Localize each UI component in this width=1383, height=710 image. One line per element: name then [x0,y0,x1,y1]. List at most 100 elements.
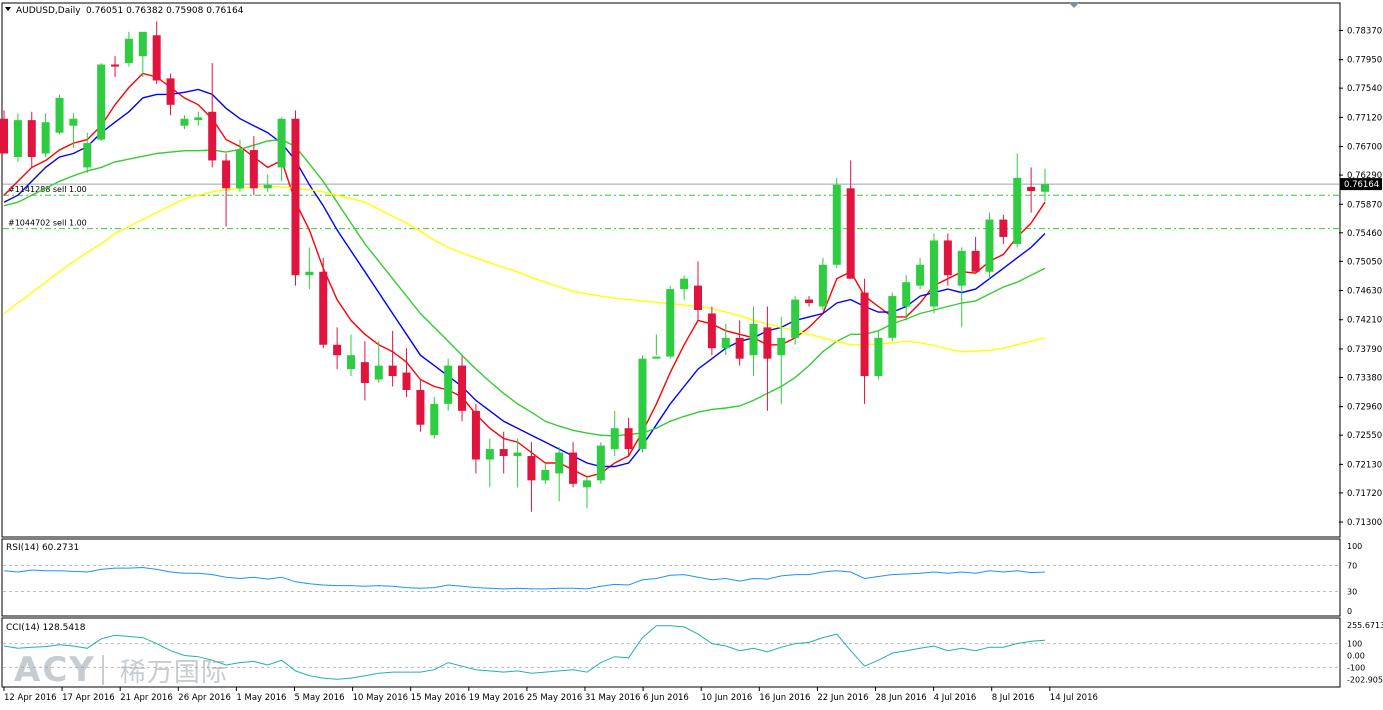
candle-body [832,184,841,265]
price-tick-label: 0.72960 [1347,403,1382,413]
candle-body [1013,177,1022,244]
candle-body [138,31,147,57]
cci-level-label: 0.00 [1347,651,1365,660]
time-tick-label: 25 May 2016 [527,693,582,703]
candle-body [97,64,106,140]
candle-body [69,118,78,126]
candle-body [610,428,619,450]
candle-body [347,355,355,370]
price-tick-label: 0.77950 [1347,56,1382,66]
candle-body [485,449,494,460]
candle-body [416,389,425,425]
order-label: #1141288 sell 1.00 [8,185,87,194]
candles [0,21,1049,512]
price-tick-label: 0.71720 [1347,489,1382,499]
time-tick-label: 21 Apr 2016 [120,693,173,703]
price-tick-label: 0.78370 [1347,26,1382,36]
rsi-line [3,566,1046,590]
rsi-level-label: 30 [1347,588,1357,597]
time-tick-label: 22 Jun 2016 [817,693,868,703]
cci-level-label: -202.905 [1347,676,1383,685]
candle-body [333,344,342,356]
candle-body [721,337,730,349]
candle-body [319,271,328,345]
candle-body [360,362,369,384]
candle-body [305,271,314,276]
time-tick-label: 6 Jun 2016 [643,693,689,703]
candle-body [180,118,189,126]
time-tick-label: 15 May 2016 [411,693,466,703]
cci-level-label: 255.6713 [1347,621,1383,630]
candle-body [249,150,258,189]
candle-body [582,480,591,488]
time-tick-label: 19 May 2016 [469,693,524,703]
price-tick-label: 0.74630 [1347,287,1382,297]
current-price-label: 0.76164 [1344,180,1379,190]
candle-body [430,403,439,436]
candle-body [694,285,702,310]
candle-body [291,118,300,276]
candle-body [402,372,411,390]
candle-body [805,299,814,304]
rsi-layer: 100 70 30 0 [3,542,1362,616]
time-tick-label: 8 Jul 2016 [992,693,1035,703]
candle-body [194,117,203,121]
rsi-level-label: 100 [1347,542,1362,551]
current-price-tag [1340,178,1382,191]
candle-body [888,296,897,338]
price-tick-label: 0.72130 [1347,460,1382,470]
chart-ohlc: 0.76051 0.76382 0.75908 0.76164 [86,6,244,16]
candle-body [763,327,772,359]
price-axis: 0.78370 0.77950 0.77540 0.77120 0.76700 0.762… [1339,26,1382,528]
price-tick-label: 0.76700 [1347,143,1382,153]
candle-body [929,240,938,307]
candle-body [0,118,8,154]
candle-body [707,313,716,349]
moving-average-line [3,138,1046,437]
candle-body [916,264,925,286]
cci-level-label: 100 [1347,640,1362,649]
candle-body [777,337,786,356]
candle-body [624,428,633,450]
price-tick-label: 0.73380 [1347,373,1382,383]
time-tick-label: 4 Jul 2016 [934,693,977,703]
candle-body [263,184,272,189]
price-tick-label: 0.77540 [1347,84,1382,94]
chart-shift-marker-icon[interactable] [1068,2,1080,8]
candle-body [471,410,480,460]
candle-body [860,292,869,377]
time-tick-label: 17 Apr 2016 [62,693,115,703]
candle-body [222,160,231,189]
candle-body [541,469,550,481]
cci-layer: 255.6713 100 0.00 -100 -202.905 [3,621,1383,685]
price-tick-label: 0.75460 [1347,229,1382,239]
time-tick-label: 5 May 2016 [295,693,345,703]
candle-body [1027,186,1036,192]
candle-body [458,365,467,411]
cci-line [3,625,1046,680]
price-tick-label: 0.76290 [1347,171,1382,181]
candle-body [374,365,383,380]
price-tick-label: 0.71300 [1347,518,1382,528]
price-tick-label: 0.73790 [1347,345,1382,355]
candle-body [55,97,64,133]
time-axis: 12 Apr 2016 17 Apr 2016 21 Apr 2016 26 Apr … [3,687,1098,703]
candle-body [818,264,827,307]
moving-averages [3,72,1046,478]
time-tick-label: 14 Jul 2016 [1050,693,1098,703]
candle-body [638,358,647,450]
candle-body [874,337,883,377]
candle-body [791,299,800,338]
time-tick-label: 28 Jun 2016 [876,693,927,703]
price-tick-label: 0.74210 [1347,316,1382,326]
price-tick-label: 0.77120 [1347,113,1382,123]
order-label: #1044702 sell 1.00 [8,219,87,228]
order-lines: #1141288 sell 1.00 #1044702 sell 1.00 0.76… [3,178,1382,230]
time-tick-label: 10 May 2016 [353,693,408,703]
candle-body [749,323,758,356]
candle-body [208,111,217,161]
candle-body [41,122,50,154]
collapse-arrow-icon[interactable] [5,7,11,11]
candle-body [596,445,605,481]
